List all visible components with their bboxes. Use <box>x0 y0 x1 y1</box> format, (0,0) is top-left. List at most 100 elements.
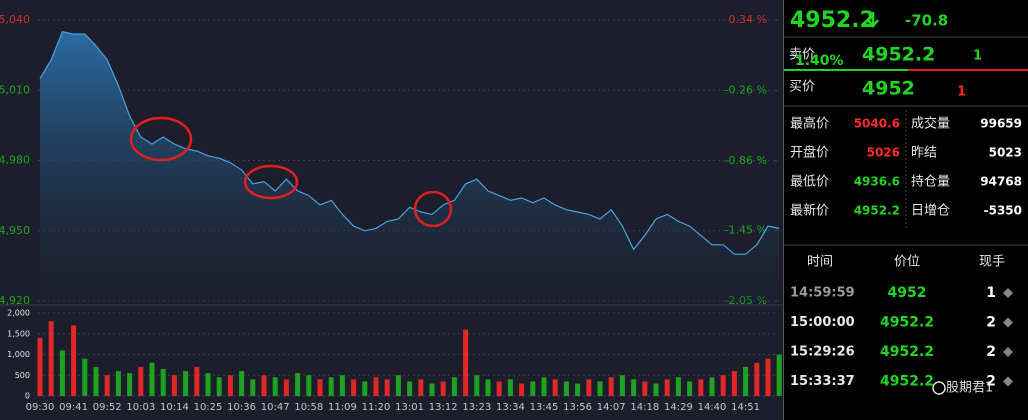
trade-size: 2 <box>986 315 996 331</box>
trade-price: 4952.2 <box>880 374 934 390</box>
x-tick-label: 14:07 <box>597 402 626 413</box>
watermark: 股期君1 <box>946 381 993 396</box>
last-price: 4952.2 <box>790 8 875 33</box>
trade-price: 4952 <box>888 285 927 301</box>
volume-bar <box>115 371 121 396</box>
table-header: 价位 <box>894 255 920 270</box>
volume-bar <box>71 325 77 396</box>
volume-bar <box>227 375 233 396</box>
down-arrow <box>867 12 879 28</box>
stat-value: -5350 <box>984 204 1022 218</box>
x-tick-label: 11:20 <box>362 402 391 413</box>
volume-bar <box>317 379 323 396</box>
bid-label: 买价 <box>789 80 815 95</box>
volume-bar <box>250 379 256 396</box>
stat-label: 持仓量 <box>911 175 950 190</box>
volume-bar <box>653 383 659 396</box>
y-tick-label: 0 <box>25 392 30 401</box>
y-tick-label: 4,920 <box>0 294 30 307</box>
y-tick-label: 5,010 <box>0 83 30 96</box>
volume-bar <box>754 362 760 396</box>
price-line <box>39 31 780 255</box>
volume-bar <box>776 354 782 396</box>
volume-bar <box>597 381 603 396</box>
volume-bar <box>283 379 289 396</box>
trade-time: 15:00:00 <box>790 315 855 330</box>
y2-tick-label: -1.45 % <box>725 223 767 236</box>
volume-bar <box>664 379 670 396</box>
stat-value: 99659 <box>980 117 1022 131</box>
volume-bar <box>261 375 267 396</box>
stat-label: 昨结 <box>911 146 937 161</box>
x-tick-label: 09:52 <box>93 402 122 413</box>
trade-time: 15:29:26 <box>790 345 855 360</box>
volume-bar <box>731 371 737 396</box>
x-tick-label: 13:56 <box>563 402 592 413</box>
trade-time: 14:59:59 <box>790 286 855 301</box>
x-tick-label: 14:18 <box>630 402 659 413</box>
volume-bar <box>127 373 133 396</box>
volume-bar <box>205 373 211 396</box>
y-tick-label: 1,000 <box>7 350 30 359</box>
volume-bar <box>429 383 435 396</box>
volume-bar <box>743 366 749 396</box>
x-tick-label: 10:36 <box>227 402 256 413</box>
ask-price: 4952.2 <box>862 44 935 66</box>
x-tick-label: 10:14 <box>160 402 189 413</box>
volume-bar <box>37 337 43 396</box>
volume-bar <box>395 375 401 396</box>
price-area <box>40 31 780 301</box>
volume-bar <box>507 379 513 396</box>
volume-bar <box>104 375 110 396</box>
trade-size: 2 <box>986 374 996 390</box>
volume-bar <box>339 375 345 396</box>
volume-bar <box>675 377 681 396</box>
volume-bar <box>586 379 592 396</box>
volume-bar <box>608 377 614 396</box>
x-tick-label: 10:58 <box>294 402 323 413</box>
volume-bar <box>619 375 625 396</box>
quote-details: 4952.2 -70.8 卖价 4952.2 1.40% 1 买价 4952 1… <box>784 8 1028 396</box>
x-tick-label: 14:51 <box>731 402 760 413</box>
volume-bar <box>239 371 245 396</box>
volume-bar <box>765 358 771 396</box>
annotations <box>129 116 453 228</box>
change: -70.8 <box>905 12 948 30</box>
volume-bar <box>171 375 177 396</box>
volume-bar <box>687 381 693 396</box>
y2-tick-label: -0.86 % <box>725 154 767 167</box>
x-tick-label: 13:12 <box>429 402 458 413</box>
x-tick-label: 09:30 <box>26 402 55 413</box>
diamond-icon <box>1003 317 1013 328</box>
volume-bar <box>59 350 65 396</box>
trade-time: 15:33:37 <box>790 374 855 389</box>
volume-bar <box>575 383 581 396</box>
volume-bar <box>373 377 379 396</box>
volume-bar <box>485 379 491 396</box>
x-tick-label: 10:03 <box>126 402 155 413</box>
x-tick-label: 13:34 <box>496 402 525 413</box>
stat-value: 5040.6 <box>854 117 900 131</box>
volume-bar <box>563 381 569 396</box>
trade-size: 1 <box>986 285 996 301</box>
volume-bar <box>709 377 715 396</box>
volume-bar <box>362 381 368 396</box>
volume-bar <box>82 358 88 396</box>
volume-bar <box>519 383 525 396</box>
x-tick-label: 13:01 <box>395 402 424 413</box>
volume-bar <box>720 375 726 396</box>
volume-bar <box>93 366 99 396</box>
y-tick-label: 4,950 <box>0 224 30 237</box>
x-tick-label: 14:29 <box>664 402 693 413</box>
stat-label: 开盘价 <box>790 145 829 161</box>
table-header: 现手 <box>979 255 1005 270</box>
stat-value: 4936.6 <box>854 175 900 189</box>
volume-bar <box>149 362 155 396</box>
volume-bar <box>295 373 301 396</box>
y2-tick-label: 0.34 % <box>729 13 767 26</box>
y-tick-label: 500 <box>15 371 30 380</box>
stat-value: 4952.2 <box>854 204 900 218</box>
x-tick-label: 13:23 <box>462 402 491 413</box>
volume-bar <box>306 375 312 396</box>
